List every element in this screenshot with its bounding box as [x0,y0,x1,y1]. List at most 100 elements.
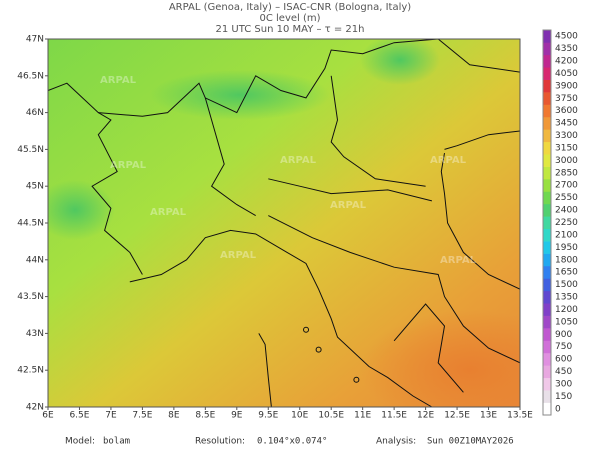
footer-label: Resolution: [195,437,245,447]
watermark: ARPAL [280,155,317,166]
colorbar-label: 1950 [555,243,578,253]
colorbar-label: 300 [555,379,572,389]
y-tick-label: 46.5N [17,71,44,81]
colorbar-band [543,228,551,242]
colorbar-band [543,54,551,68]
y-tick-label: 43N [26,329,44,339]
colorbar-band [543,154,551,167]
watermark: ARPAL [440,255,477,266]
map-field: ARPAL ARPAL ARPAL ARPAL ARPAL ARPAL ARPAL ARPAL [48,39,520,407]
colorbar-band [543,179,551,192]
x-tick-label: 13E [480,411,497,421]
colorbar-band [543,67,551,80]
x-tick-label: 7.5E [132,411,152,421]
boundary [268,215,520,364]
colorbar-band [543,402,551,416]
colorbar-frame [542,29,552,416]
colorbar-label: 900 [555,330,572,340]
colorbar-label: 4050 [555,69,578,79]
y-tick-label: 43.5N [17,292,44,302]
watermark: ARPAL [150,207,187,218]
boundary [258,333,272,407]
colorbar-band [543,141,551,155]
colorbar-label: 3300 [555,131,578,141]
colorbar-label: 2100 [555,230,578,240]
y-tick-label: 45N [26,182,44,192]
x-tick-label: 6E [42,411,54,421]
boundary [98,39,520,117]
boundary [444,130,520,150]
y-tick-label: 47N [26,35,44,45]
footer-label: Analysis: [376,437,416,447]
colorbar-label: 3900 [555,81,578,91]
x-tick-label: 9.5E [258,411,278,421]
colorbar-band [543,328,551,341]
colorbar-band [543,166,551,180]
y-tick-label: 45.5N [17,145,44,155]
colorbar-band [543,104,551,118]
header-line: 0C level (m) [259,13,320,24]
colorbar-label: 2250 [555,218,578,228]
colorbar-label: 1350 [555,293,578,303]
colorbar-label: 2700 [555,181,578,191]
colorbar-label: 750 [555,342,572,352]
boundary [393,303,464,393]
watermark: ARPAL [100,75,137,86]
colorbar-band [543,116,551,130]
y-tick-label: 46N [26,108,44,118]
colorbar-label: 450 [555,367,572,377]
colorbar-band [543,253,551,267]
colorbar-label: 4200 [555,57,578,67]
colorbar-band [543,290,551,304]
colorbar-label: 150 [555,392,572,402]
boundary [268,178,433,202]
watermark: ARPAL [220,250,257,261]
watermark: ARPAL [330,200,367,211]
colorbar-label: 1050 [555,317,578,327]
boundary [48,82,143,275]
x-tick-label: 8.5E [195,411,215,421]
watermark: ARPAL [110,160,147,171]
colorbar-label: 1200 [555,305,578,315]
x-tick-label: 12E [417,411,434,421]
field-blob [360,39,440,85]
footer-value: 0.104°x0.074° [257,437,327,447]
colorbar-label: 600 [555,355,572,365]
colorbar-label: 3600 [555,106,578,116]
field-blob [48,180,115,240]
colorbar-band [543,377,551,391]
colorbar-band [543,352,551,366]
island [315,346,322,353]
boundary [440,153,520,290]
colorbar-band [543,315,551,329]
colorbar-label: 3750 [555,94,578,104]
colorbar-label: 1500 [555,280,578,290]
colorbar-band [543,303,551,316]
colorbar-band [543,79,551,93]
x-tick-label: 7E [105,411,117,421]
colorbar-band [543,241,551,254]
boundaries [48,39,520,407]
footer-value: bolam [103,437,130,447]
x-tick-label: 13.5E [507,411,533,421]
colorbar-band [543,265,551,279]
field-blob [150,70,330,120]
watermark: ARPAL [430,155,467,166]
header-line: ARPAL (Genoa, Italy) – ISAC-CNR (Bologna… [169,2,411,13]
colorbar-band [543,191,551,205]
footer-value: Sun 00Z10MAY2026 [427,437,514,447]
colorbar-label: 0 [555,404,561,414]
colorbar-label: 3150 [555,143,578,153]
colorbar-label: 4500 [555,32,578,42]
island [303,326,310,333]
colorbar-label: 3000 [555,156,578,166]
x-tick-label: 12.5E [444,411,470,421]
colorbar-band [543,390,551,403]
x-tick-label: 10.5E [318,411,344,421]
colorbar-band [543,278,551,292]
footer-label: Model: [65,437,95,447]
colorbar-band [543,92,551,105]
colorbar-label: 1800 [555,255,578,265]
x-tick-label: 11E [354,411,371,421]
